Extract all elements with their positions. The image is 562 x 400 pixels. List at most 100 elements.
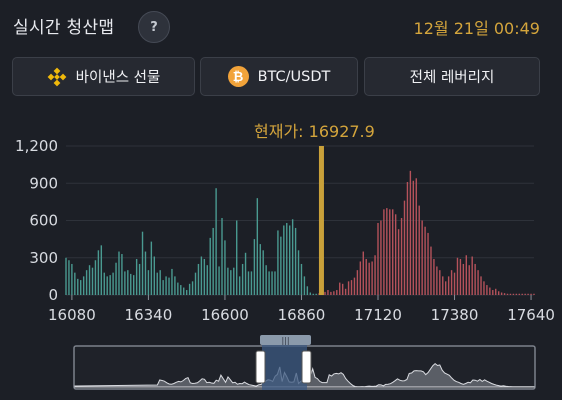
chart-bar [350,280,353,295]
pair-selector-button[interactable]: ₿ BTC/USDT [200,57,358,96]
chart-bar [300,263,303,295]
chart-bar [468,265,470,295]
x-tick-label: 17120 [354,306,402,324]
chart-bar [82,276,85,295]
chart-bar [262,250,264,295]
chart-bar [265,265,267,295]
chart-bar [185,290,188,295]
chart-bar [394,214,397,295]
exchange-label: 바이낸스 선물 [75,70,161,86]
chart-bar [409,170,412,295]
chart-bar [512,293,515,295]
pair-label: BTC/USDT [257,68,331,85]
liquidation-chart: 1,200 900 600 300 0 16080 16340 16600 16860 1712… [15,137,555,324]
header: 실시간 청산맵 ? 12월 21일 00:49 [0,0,562,52]
chart-bar [315,293,317,295]
chart-bar [506,293,509,295]
navigator-area [74,362,535,388]
current-price-value: 16927.9 [308,122,375,141]
chart-bar [503,293,506,295]
leverage-selector-button[interactable]: 전체 레버리지 [364,57,540,96]
chart-bar [215,188,217,295]
chart-bar [259,244,261,295]
chart-bar [197,263,200,295]
range-navigator[interactable]: ||| [0,334,562,400]
chart-bar [168,277,170,295]
chart-bar [115,262,117,295]
chart-bar [209,237,211,295]
chart-bar [100,245,103,295]
chart-bar [118,251,120,295]
chart-bar [477,270,479,295]
chart-bar [389,209,391,295]
x-tick-label: 16600 [201,306,249,324]
chart-bar [256,198,259,295]
chart-bar [297,250,300,295]
chart-bar [68,260,70,295]
help-button[interactable]: ? [138,11,170,43]
chart-bar [206,265,208,295]
chart-bar [530,293,532,295]
current-price-line-group [318,146,324,295]
chart-bar [421,220,423,295]
leverage-label: 전체 레버리지 [409,70,495,86]
chart-bar [121,254,123,295]
chart-bar [74,272,76,295]
chart-bar [224,240,226,295]
current-price-line [318,146,324,295]
chart-bar [489,287,491,295]
chart-bar [524,293,526,295]
navigator-selection [262,344,307,390]
chart-bar [333,291,335,295]
current-price-prefix: 현재가: [254,122,304,141]
y-axis: 1,200 900 600 300 0 [15,137,58,304]
chart-bar [456,257,459,295]
chart-bar [330,291,332,295]
chart-bar [365,258,367,295]
chart-bar [103,272,105,295]
chart-bar [518,293,520,295]
chart-bar [439,270,441,295]
chart-bar [203,258,206,295]
chart-bar [465,255,468,295]
chart-bar [480,276,482,295]
chart-bar [359,261,362,295]
chart-bars [65,170,535,295]
chart-bar [474,263,476,295]
chart-bar [288,225,291,295]
chart-bar [436,266,438,295]
chart-bar [238,276,241,295]
chart-bar [91,267,94,295]
chart-bar [159,270,161,295]
exchange-selector-button[interactable]: 바이낸스 선물 [12,57,195,96]
chart-bar [200,256,203,295]
chart-bar [356,270,359,295]
chart-bar [471,256,473,295]
chart-bar [459,258,462,295]
chart-bar [344,288,347,295]
chart-bar [462,263,465,295]
x-axis: 16080 16340 16600 16860 17120 17380 17640 [48,295,555,324]
chart-bar [268,271,270,295]
chart-bar [127,270,129,295]
chart-bar [162,280,164,295]
y-tick-label: 600 [29,212,58,230]
chart-bar [212,227,214,295]
chart-bar [383,209,385,295]
y-tick-label: 300 [29,249,58,267]
chart-bar [424,226,426,295]
chart-bar [150,241,153,295]
x-tick-label: 16860 [278,306,326,324]
chart-bar [486,285,488,295]
chart-bar [194,272,197,295]
chart-bar [306,286,309,295]
chart-bar [377,222,379,295]
x-tick-label: 17640 [507,306,555,324]
chart-bar [124,271,126,295]
chart-bar [233,267,235,295]
chart-bar [400,218,403,295]
bitcoin-icon: ₿ [227,66,249,87]
chart-bar [180,285,182,295]
filter-tabs: 바이낸스 선물 ₿ BTC/USDT 전체 레버리지 [0,57,562,97]
chart-bar [500,292,503,295]
